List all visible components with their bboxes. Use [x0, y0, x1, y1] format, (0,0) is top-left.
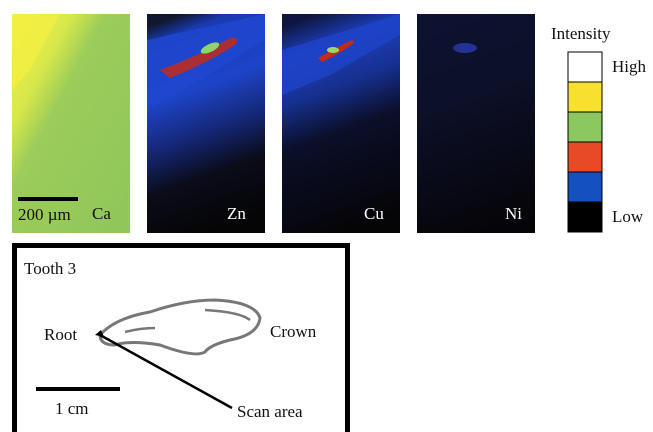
legend-low: Low: [612, 207, 644, 226]
swatch: [568, 172, 602, 202]
inset-scale-label: 1 cm: [55, 399, 89, 418]
swatch: [568, 52, 602, 82]
swatch: [568, 142, 602, 172]
ca-panel: 200 µm Ca: [12, 14, 130, 233]
ni-spot: [453, 43, 477, 53]
figure: 200 µm Ca Zn Cu Ni Intensity High Low: [0, 0, 653, 432]
element-label: Ni: [505, 204, 522, 223]
element-label: Zn: [227, 204, 246, 223]
tooth-inset: Tooth 3 Root Crown 1 cm Scan area: [15, 246, 348, 432]
legend-high: High: [612, 57, 647, 76]
intensity-legend: Intensity High Low: [551, 24, 647, 232]
swatch: [568, 202, 602, 232]
crown-label: Crown: [270, 322, 317, 341]
tooth-outline: [100, 300, 260, 354]
swatch: [568, 82, 602, 112]
cu-panel: Cu: [282, 14, 400, 233]
cu-green: [327, 47, 339, 53]
ni-panel: Ni: [417, 14, 535, 233]
inset-title: Tooth 3: [24, 259, 76, 278]
scale-label: 200 µm: [18, 205, 71, 224]
element-label: Ca: [92, 204, 111, 223]
zn-panel: Zn: [147, 14, 265, 233]
legend-title: Intensity: [551, 24, 611, 43]
scan-area-label: Scan area: [237, 402, 303, 421]
element-label: Cu: [364, 204, 384, 223]
root-label: Root: [44, 325, 77, 344]
swatch: [568, 112, 602, 142]
